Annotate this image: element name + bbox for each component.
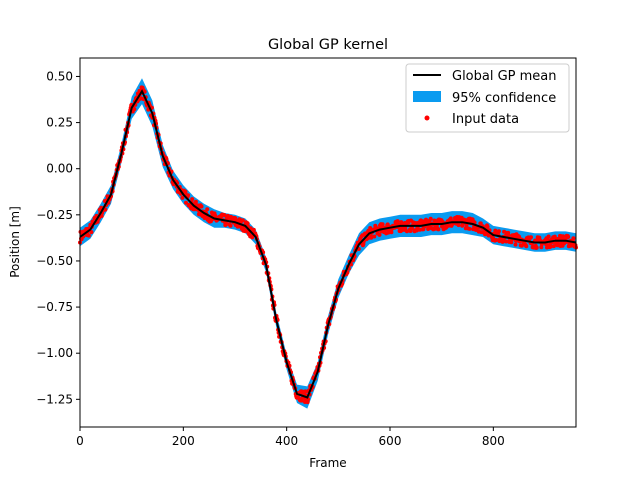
data-point bbox=[494, 238, 499, 242]
y-tick-label: 0.50 bbox=[46, 69, 73, 83]
legend: Global GP mean 95% confidence Input data bbox=[405, 63, 570, 133]
y-tick-label: −1.00 bbox=[36, 346, 73, 360]
x-tick-label: 200 bbox=[172, 434, 195, 448]
y-tick-label: −1.25 bbox=[36, 392, 73, 406]
data-point bbox=[389, 230, 394, 235]
data-point bbox=[534, 245, 539, 250]
data-point bbox=[529, 235, 533, 240]
y-tick-label: 0.25 bbox=[46, 116, 73, 130]
data-point bbox=[186, 193, 191, 198]
data-point bbox=[190, 197, 195, 202]
data-point bbox=[448, 216, 453, 221]
data-point bbox=[380, 222, 385, 227]
gp-mean-line bbox=[79, 89, 577, 399]
x-tick-label: 800 bbox=[482, 434, 505, 448]
data-point bbox=[372, 234, 377, 239]
data-point bbox=[424, 217, 428, 222]
y-tick-label: −0.75 bbox=[36, 300, 73, 314]
x-tick-label: 600 bbox=[379, 434, 402, 448]
data-point bbox=[478, 221, 483, 226]
data-point bbox=[89, 230, 94, 235]
data-point bbox=[180, 195, 185, 200]
plot-frame bbox=[79, 57, 577, 428]
y-axis-ticks: 0.50 0.25 0.00 −0.25 −0.50 −0.75 −1.00 −1.25 bbox=[36, 69, 80, 406]
data-point bbox=[513, 242, 518, 247]
data-point bbox=[566, 234, 571, 239]
data-point bbox=[199, 204, 204, 209]
data-point bbox=[548, 244, 553, 249]
data-point bbox=[496, 229, 501, 234]
y-tick-label: −0.25 bbox=[36, 208, 73, 222]
data-point bbox=[504, 239, 509, 244]
data-point bbox=[228, 223, 233, 228]
y-tick-label: 0.00 bbox=[46, 162, 73, 176]
data-point bbox=[428, 216, 433, 221]
data-point bbox=[193, 199, 198, 204]
data-point bbox=[245, 221, 250, 226]
data-point bbox=[524, 244, 529, 249]
plot-area bbox=[78, 78, 578, 409]
x-tick-label: 400 bbox=[275, 434, 298, 448]
legend-box bbox=[405, 63, 570, 133]
data-point bbox=[456, 223, 461, 228]
data-point bbox=[86, 233, 91, 238]
data-point bbox=[103, 207, 108, 212]
x-axis-title: Frame bbox=[309, 456, 346, 470]
data-point bbox=[403, 226, 408, 230]
y-axis-title: Position [m] bbox=[8, 206, 22, 278]
data-point bbox=[184, 200, 188, 205]
x-axis-ticks: 0 200 400 600 800 bbox=[76, 427, 505, 448]
data-point bbox=[467, 226, 472, 231]
data-point bbox=[485, 224, 490, 229]
data-point bbox=[436, 227, 441, 232]
legend-confidence-swatch bbox=[413, 91, 441, 102]
y-tick-label: −0.50 bbox=[36, 254, 73, 268]
data-point bbox=[251, 227, 256, 232]
data-point bbox=[395, 219, 400, 224]
chart-title: Global GP kernel bbox=[268, 37, 388, 53]
legend-mean-label: Global GP mean bbox=[452, 69, 557, 84]
data-point bbox=[99, 214, 104, 218]
data-point bbox=[183, 189, 188, 194]
data-point bbox=[240, 218, 245, 223]
data-point bbox=[561, 234, 566, 239]
data-point bbox=[539, 245, 544, 250]
data-point bbox=[205, 207, 210, 212]
data-point bbox=[132, 107, 137, 112]
data-point bbox=[377, 232, 382, 237]
legend-confidence-label: 95% confidence bbox=[452, 91, 556, 106]
legend-data-label: Input data bbox=[452, 112, 519, 127]
data-point bbox=[369, 235, 374, 240]
x-tick-label: 0 bbox=[76, 434, 84, 448]
data-point bbox=[303, 389, 308, 394]
legend-data-swatch bbox=[424, 115, 430, 121]
data-point bbox=[546, 234, 551, 239]
data-point bbox=[571, 236, 576, 241]
